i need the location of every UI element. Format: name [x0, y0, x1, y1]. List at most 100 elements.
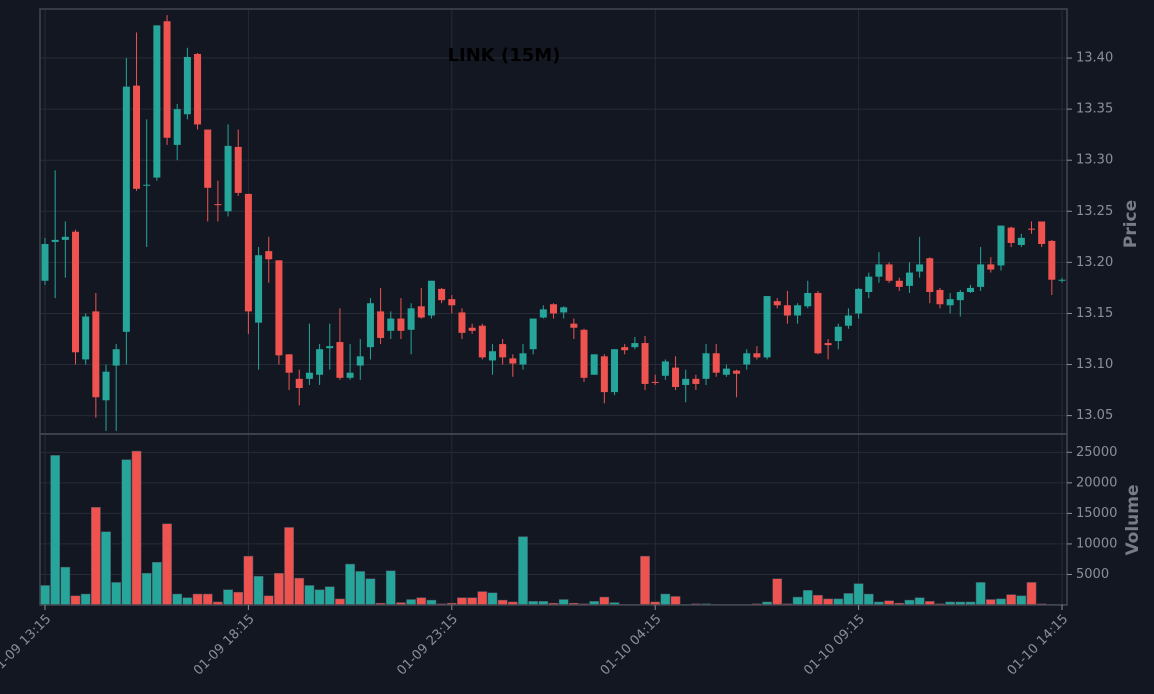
candle-body — [692, 378, 700, 384]
candle-body — [387, 318, 395, 331]
volume-bar — [121, 459, 132, 606]
candle-body — [712, 353, 720, 373]
volume-bar — [813, 594, 823, 606]
candle-body — [1017, 237, 1025, 245]
y-tick-label: 13.10 — [1076, 357, 1113, 372]
candle-body — [631, 343, 639, 348]
y2-tick-label: 15000 — [1076, 506, 1117, 521]
candle-body — [255, 255, 263, 323]
candle-body — [133, 85, 141, 189]
candle-body — [275, 260, 283, 356]
volume-panel-frame — [39, 433, 1068, 606]
chart-title: LINK (15M) — [448, 45, 561, 66]
candle-body — [468, 327, 476, 331]
candle-body — [743, 353, 751, 365]
candle-body — [326, 346, 334, 349]
volume-bar — [1006, 594, 1016, 606]
volume-bar — [599, 596, 610, 606]
volume-bar — [416, 597, 427, 606]
candle-body — [885, 264, 893, 281]
volume-bar — [792, 596, 803, 606]
volume-bar — [975, 582, 986, 606]
candle-body — [478, 325, 486, 358]
candle-body — [316, 349, 324, 375]
y2-tick-label: 20000 — [1076, 475, 1117, 490]
candle-body — [1048, 240, 1056, 280]
volume-bar — [335, 598, 345, 606]
volume-bar — [660, 593, 671, 606]
volume-bar — [640, 555, 650, 606]
candle-body — [204, 129, 212, 188]
y-tick-label: 13.20 — [1076, 255, 1113, 270]
candle-body — [509, 358, 517, 364]
volume-bar — [314, 589, 325, 606]
volume-bar — [172, 593, 183, 606]
candle-body — [560, 307, 568, 313]
candle-body — [682, 378, 690, 385]
y-tick-label: 13.30 — [1076, 153, 1113, 168]
candle-body — [794, 305, 802, 316]
candle-body — [519, 353, 527, 365]
candle-body — [82, 316, 90, 360]
candle-body — [183, 57, 191, 115]
candle-body — [834, 326, 842, 342]
y-tick-label: 13.15 — [1076, 306, 1113, 321]
candle-body — [722, 368, 730, 375]
candle-body — [895, 280, 903, 287]
volume-bar — [863, 593, 874, 606]
candle-body — [214, 204, 222, 206]
candle-body — [814, 293, 822, 354]
volume-bar — [192, 593, 203, 606]
volume-bar — [355, 571, 366, 606]
volume-bar — [101, 531, 111, 606]
candle-body — [295, 378, 303, 389]
volume-bar — [670, 596, 681, 606]
candle-body — [600, 356, 608, 393]
candle-body — [427, 280, 435, 316]
volume-bar — [284, 527, 294, 606]
volume-bar — [365, 578, 376, 606]
candle-body — [783, 305, 791, 316]
volume-bar — [141, 572, 152, 606]
candle-body — [641, 343, 649, 384]
volume-bar — [304, 585, 315, 606]
candle-body — [936, 289, 944, 305]
candle-body — [438, 288, 446, 301]
candle-body — [234, 146, 242, 193]
candle-body — [458, 312, 466, 333]
volume-bar — [1016, 595, 1027, 606]
candle-body — [590, 354, 598, 375]
candle-body — [956, 291, 964, 301]
volume-bar — [111, 582, 122, 606]
volume-bar — [996, 598, 1006, 606]
candle-body — [824, 343, 832, 346]
candle-body — [346, 372, 354, 378]
candle-body — [194, 53, 202, 125]
candle-body — [844, 315, 852, 326]
candle-body — [265, 251, 273, 260]
candle-body — [153, 25, 161, 178]
volume-bar — [477, 591, 488, 606]
volume-bar — [518, 536, 528, 606]
candle-body — [977, 264, 985, 287]
volume-bar — [487, 592, 498, 606]
candle-body — [865, 276, 873, 292]
volume-bar — [152, 562, 162, 606]
volume-bar — [274, 572, 284, 606]
volume-bar — [843, 593, 854, 606]
y2-tick-label: 5000 — [1076, 567, 1109, 582]
candle-body — [570, 323, 578, 328]
candle-body — [1027, 228, 1035, 230]
volume-bar — [182, 597, 193, 606]
volume-bar — [467, 597, 477, 606]
volume-bar — [162, 523, 172, 606]
volume-bar — [70, 595, 81, 606]
candle-body — [672, 367, 680, 388]
candle-body — [102, 371, 110, 401]
volume-bar — [60, 566, 71, 606]
candle-body — [875, 264, 883, 277]
y-tick-label: 13.35 — [1076, 102, 1113, 117]
volume-bar — [131, 450, 142, 606]
candle-body — [377, 311, 385, 338]
candle-body — [997, 225, 1005, 266]
